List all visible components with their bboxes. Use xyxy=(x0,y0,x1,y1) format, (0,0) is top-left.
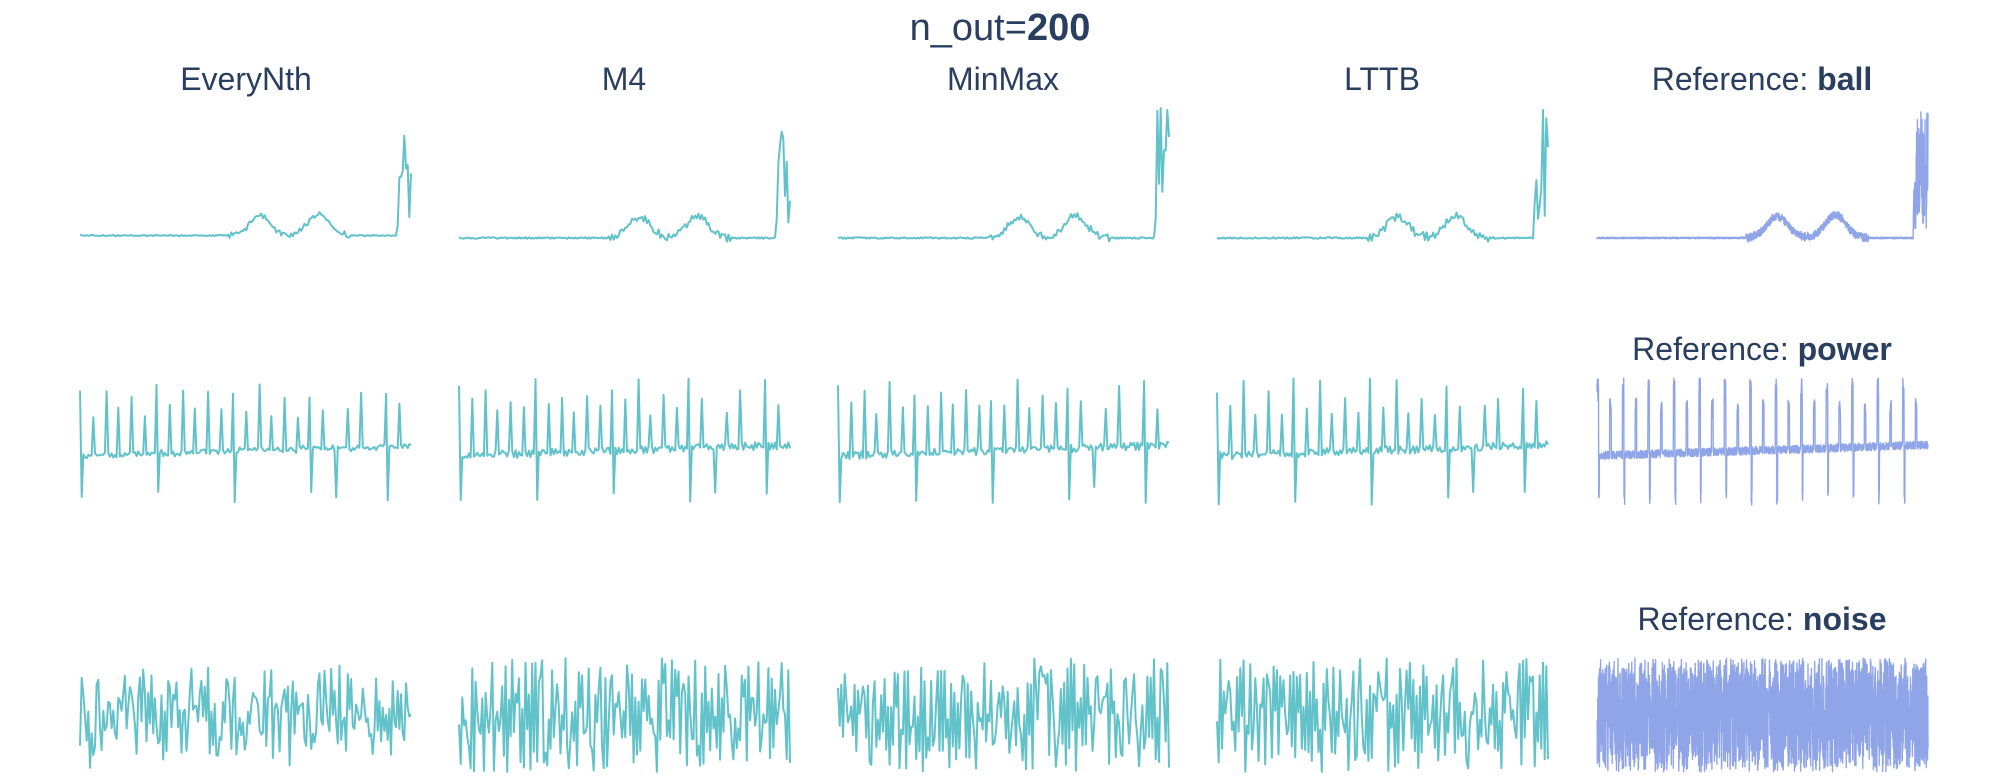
plot-grid xyxy=(79,107,1929,773)
series-line-ball-everynth xyxy=(80,134,412,239)
reference-prefix: Reference: xyxy=(1632,331,1797,367)
series-line-power-m4 xyxy=(458,377,791,503)
series-line-noise-lttb xyxy=(1216,657,1549,773)
series-line-power-everynth xyxy=(79,383,412,504)
reference-prefix: Reference: xyxy=(1652,61,1817,97)
series-line-ball-reference-ball xyxy=(1596,111,1929,243)
series-line-noise-m4 xyxy=(458,657,791,773)
series-line-ball-lttb xyxy=(1216,109,1549,243)
figure-title-prefix: n_out= xyxy=(910,7,1027,49)
reference-title-noise: Reference: noise xyxy=(1638,601,1887,637)
reference-dataset-power: power xyxy=(1798,331,1892,367)
column-title-m4: M4 xyxy=(602,61,646,97)
reference-dataset-ball: ball xyxy=(1817,61,1872,97)
series-line-noise-minmax xyxy=(837,657,1170,773)
series-line-power-reference-power xyxy=(1596,377,1929,506)
reference-title-power: Reference: power xyxy=(1632,331,1892,367)
series-line-ball-m4 xyxy=(458,130,791,243)
reference-dataset-noise: noise xyxy=(1803,601,1887,637)
figure-title-value: 200 xyxy=(1027,7,1090,49)
reference-title-ball: Reference: ball xyxy=(1652,61,1873,97)
reference-prefix: Reference: xyxy=(1638,601,1803,637)
series-line-ball-minmax xyxy=(838,107,1170,243)
column-title-everynth: EveryNth xyxy=(180,61,312,97)
series-line-power-lttb xyxy=(1216,377,1549,506)
series-line-noise-everynth xyxy=(79,664,412,769)
column-title-lttb: LTTB xyxy=(1344,61,1420,97)
series-line-power-minmax xyxy=(837,378,1170,504)
figure-title: n_out=200 xyxy=(910,7,1091,49)
column-title-minmax: MinMax xyxy=(947,61,1059,97)
series-line-noise-reference-noise xyxy=(1596,657,1929,773)
